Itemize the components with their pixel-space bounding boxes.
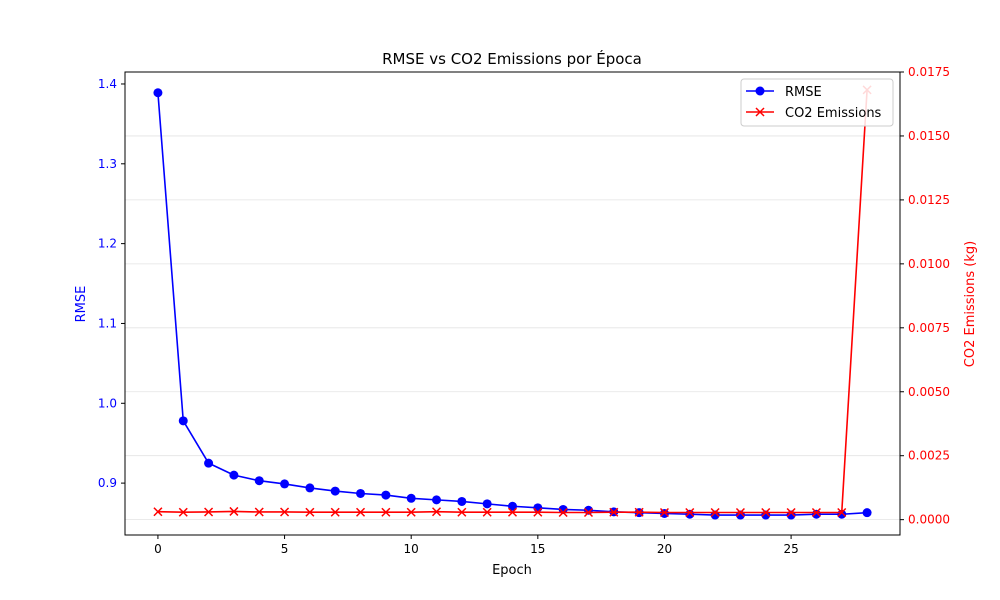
- point-rmse-15: [533, 503, 543, 513]
- y-left-tick-label-5: 1.4: [98, 77, 117, 91]
- point-rmse-8: [356, 488, 366, 498]
- x-tick-label-5: 25: [783, 542, 798, 556]
- point-co2-emissions-3: [229, 506, 239, 516]
- legend-box: [740, 78, 894, 127]
- plot-frame: [124, 71, 901, 536]
- point-rmse-13: [482, 499, 492, 509]
- point-rmse-14: [508, 501, 517, 511]
- point-co2-emissions-9: [381, 507, 391, 517]
- y-axis-right-label: CO2 Emissions (kg): [963, 241, 978, 367]
- y-left-tick-label-2: 1.1: [98, 316, 117, 330]
- y-right-tick-label-5: 0.0125: [908, 193, 950, 207]
- legend-entry-rmse: RMSE: [746, 85, 822, 100]
- y-left-tick-label-0: 0.9: [98, 476, 117, 490]
- point-rmse-12: [457, 496, 467, 506]
- y-left-tick-label-1: 1.0: [98, 396, 117, 410]
- point-rmse-11: [432, 495, 442, 505]
- legend-entry-co2: CO2 Emissions: [746, 106, 882, 121]
- point-co2-emissions-7: [330, 507, 340, 517]
- point-co2-emissions-19: [634, 507, 644, 517]
- y-left-tick-label-4: 1.3: [98, 157, 117, 171]
- point-rmse-26: [811, 509, 821, 519]
- x-axis: 0 5 10 15 20 25: [154, 535, 799, 556]
- y-right-tick-label-6: 0.0150: [908, 129, 950, 143]
- x-tick-label-1: 5: [281, 542, 289, 556]
- point-co2-emissions-22: [710, 507, 720, 518]
- y-right-tick-label-2: 0.0050: [908, 385, 950, 399]
- point-rmse-3: [229, 470, 239, 480]
- point-rmse-9: [381, 490, 391, 500]
- chart-title: RMSE vs CO2 Emissions por Época: [382, 49, 642, 68]
- point-co2-emissions-0: [153, 507, 163, 517]
- y-right-tick-label-0: 0.0000: [908, 513, 950, 527]
- x-tick-label-3: 15: [530, 542, 545, 556]
- point-co2-emissions-27: [837, 507, 847, 518]
- point-co2-emissions-18: [609, 507, 619, 517]
- point-co2-emissions-21: [685, 507, 695, 518]
- point-co2-emissions-5: [280, 507, 290, 517]
- legend-rmse-marker: [755, 86, 765, 96]
- point-rmse-0: [153, 88, 163, 98]
- legend-rmse-label: RMSE: [785, 85, 822, 100]
- y-axis-right: 0.0000 0.0025 0.0050 0.0075 0.0100 0.0125 0.01…: [900, 65, 950, 527]
- y-right-tick-label-3: 0.0075: [908, 321, 950, 335]
- point-rmse-7: [330, 486, 340, 496]
- x-tick-label-2: 10: [404, 542, 419, 556]
- point-rmse-6: [305, 483, 315, 493]
- y-left-tick-label-3: 1.2: [98, 237, 117, 251]
- legend: RMSE CO2 Emissions: [740, 78, 894, 127]
- point-rmse-28: [862, 508, 872, 518]
- point-rmse-2: [204, 458, 214, 468]
- point-co2-emissions-4: [254, 507, 264, 517]
- y-right-tick-label-4: 0.0100: [908, 257, 950, 271]
- point-co2-emissions-13: [482, 507, 492, 517]
- legend-co2-label: CO2 Emissions: [785, 106, 882, 121]
- point-co2-emissions-8: [356, 507, 366, 517]
- point-co2-emissions-10: [406, 507, 416, 517]
- x-tick-label-0: 0: [154, 542, 162, 556]
- point-co2-emissions-25: [786, 507, 796, 518]
- point-co2-emissions-6: [305, 507, 315, 517]
- legend-co2-marker: [755, 107, 765, 117]
- point-co2-emissions-15: [533, 507, 543, 517]
- point-co2-emissions-14: [507, 507, 518, 517]
- point-co2-emissions-16: [558, 507, 568, 518]
- y-right-tick-label-1: 0.0025: [908, 449, 950, 463]
- point-co2-emissions-24: [761, 507, 771, 518]
- point-co2-emissions-12: [457, 507, 467, 517]
- x-axis-label: Epoch: [492, 563, 532, 578]
- point-co2-emissions-23: [735, 507, 745, 518]
- y-axis-left: 0.9 1.0 1.1 1.2 1.3 1.4: [98, 77, 125, 490]
- y-right-tick-label-7: 0.0175: [908, 65, 950, 79]
- point-rmse-5: [280, 479, 290, 489]
- point-co2-emissions-1: [178, 507, 188, 517]
- point-co2-emissions-26: [811, 507, 821, 518]
- point-rmse-21: [685, 509, 695, 519]
- point-co2-emissions-11: [431, 507, 442, 517]
- x-tick-label-4: 20: [657, 542, 672, 556]
- point-rmse-1: [178, 416, 188, 426]
- point-rmse-4: [254, 476, 264, 486]
- point-co2-emissions-17: [583, 507, 594, 518]
- point-co2-emissions-20: [659, 507, 669, 518]
- point-co2-emissions-2: [204, 507, 214, 517]
- point-rmse-10: [406, 493, 416, 503]
- y-axis-left-label: RMSE: [74, 286, 89, 323]
